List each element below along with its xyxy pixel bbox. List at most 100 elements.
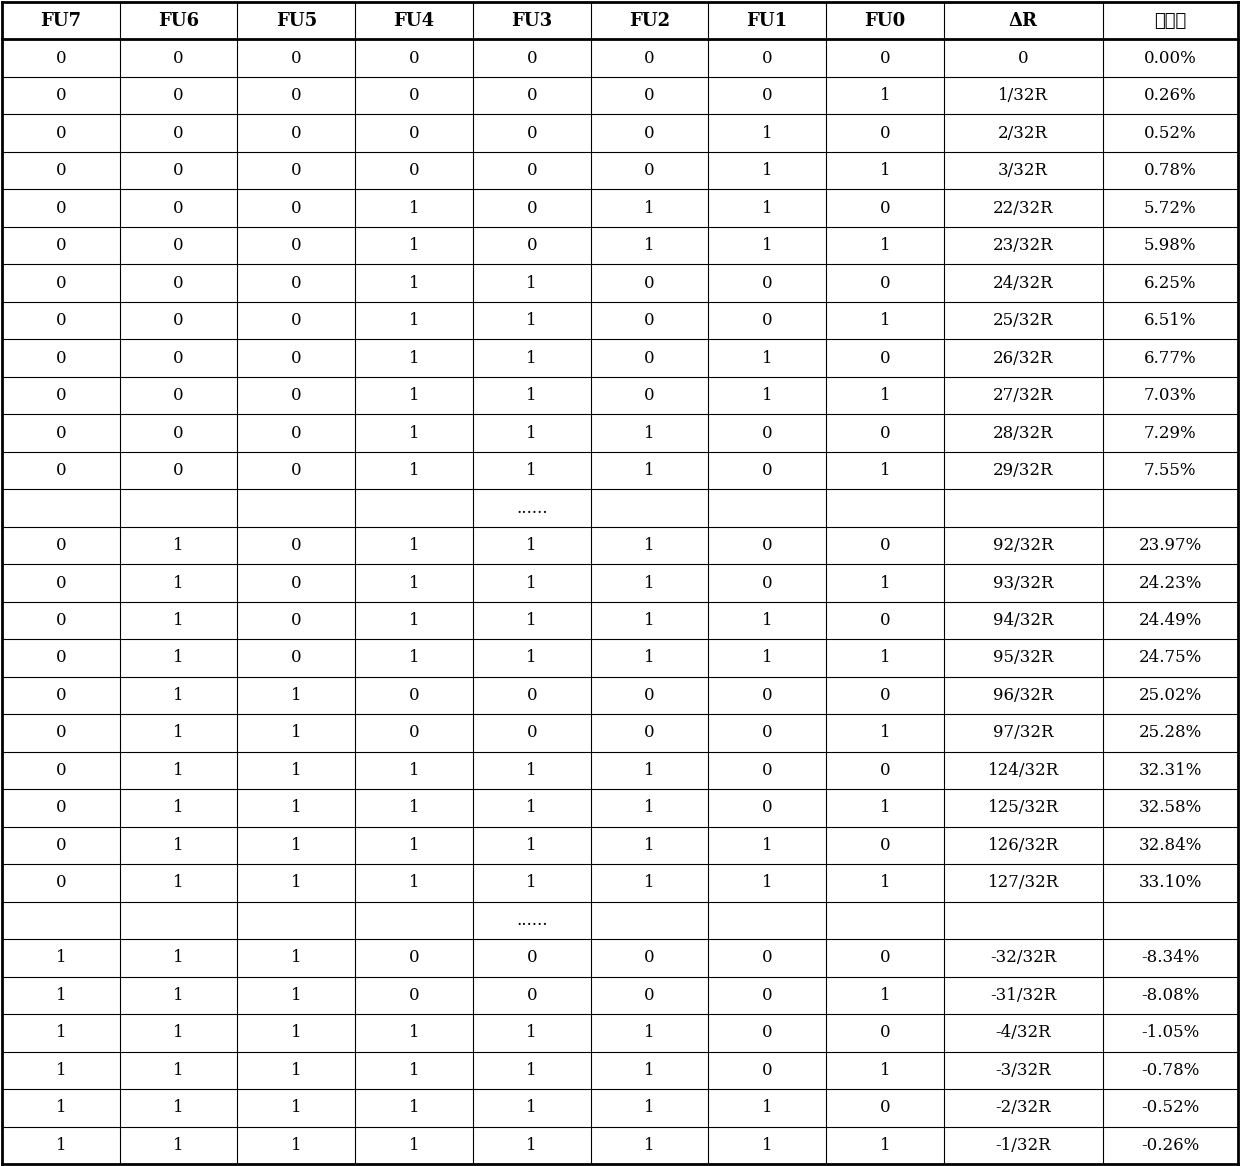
Text: 0: 0 [527, 986, 537, 1004]
Text: 1: 1 [644, 837, 655, 854]
Text: 0: 0 [527, 162, 537, 180]
Text: 0: 0 [761, 724, 773, 742]
Text: 1: 1 [174, 986, 184, 1004]
Text: 1: 1 [644, 1137, 655, 1154]
Text: 0: 0 [527, 199, 537, 217]
Text: 24/32R: 24/32R [993, 275, 1054, 292]
Text: 0: 0 [291, 387, 301, 405]
Text: 6.25%: 6.25% [1145, 275, 1197, 292]
Text: 0: 0 [56, 387, 66, 405]
Text: 0: 0 [761, 538, 773, 554]
Text: 0: 0 [409, 50, 419, 66]
Text: FU6: FU6 [157, 12, 200, 30]
Text: 0: 0 [56, 761, 66, 779]
Text: 0: 0 [291, 50, 301, 66]
Text: 1: 1 [409, 874, 419, 891]
Text: FU1: FU1 [746, 12, 787, 30]
Text: 0: 0 [527, 125, 537, 142]
Text: 0.00%: 0.00% [1145, 50, 1197, 66]
Text: 0: 0 [174, 50, 184, 66]
Text: 3/32R: 3/32R [998, 162, 1048, 180]
Text: 6.77%: 6.77% [1145, 350, 1197, 366]
Text: 0: 0 [879, 687, 890, 704]
Text: 1: 1 [644, 424, 655, 442]
Text: 1: 1 [174, 649, 184, 667]
Text: 126/32R: 126/32R [987, 837, 1059, 854]
Text: 1: 1 [56, 1062, 66, 1079]
Text: FU5: FU5 [275, 12, 317, 30]
Text: 1: 1 [761, 1137, 773, 1154]
Text: 1: 1 [879, 800, 890, 816]
Text: 1: 1 [761, 1100, 773, 1116]
Text: 0: 0 [761, 50, 773, 66]
Text: ......: ...... [516, 499, 548, 517]
Text: 0: 0 [174, 237, 184, 254]
Text: 1: 1 [409, 387, 419, 405]
Text: FU7: FU7 [40, 12, 82, 30]
Text: 5.98%: 5.98% [1145, 237, 1197, 254]
Text: 1: 1 [527, 462, 537, 479]
Text: 1: 1 [56, 949, 66, 967]
Text: 1: 1 [527, 874, 537, 891]
Text: 0: 0 [409, 986, 419, 1004]
Text: 0: 0 [761, 986, 773, 1004]
Text: 0: 0 [879, 350, 890, 366]
Text: 32.58%: 32.58% [1138, 800, 1202, 816]
Text: 32.84%: 32.84% [1138, 837, 1202, 854]
Text: 0: 0 [409, 687, 419, 704]
Text: 1: 1 [56, 986, 66, 1004]
Text: 1: 1 [879, 986, 890, 1004]
Text: 0: 0 [174, 162, 184, 180]
Text: 1: 1 [174, 800, 184, 816]
Text: 7.03%: 7.03% [1145, 387, 1197, 405]
Text: -2/32R: -2/32R [996, 1100, 1052, 1116]
Text: 0: 0 [761, 275, 773, 292]
Text: 1: 1 [409, 462, 419, 479]
Text: 0: 0 [56, 462, 66, 479]
Text: 0: 0 [879, 1100, 890, 1116]
Text: 0: 0 [56, 275, 66, 292]
Text: 1: 1 [879, 575, 890, 591]
Text: 1: 1 [409, 312, 419, 329]
Text: 1: 1 [174, 1100, 184, 1116]
Text: 1: 1 [761, 612, 773, 628]
Text: 1: 1 [174, 761, 184, 779]
Text: 23/32R: 23/32R [993, 237, 1054, 254]
Text: 1: 1 [644, 199, 655, 217]
Text: 1: 1 [291, 837, 301, 854]
Text: 7.29%: 7.29% [1145, 424, 1197, 442]
Text: 1: 1 [879, 462, 890, 479]
Text: 0: 0 [527, 724, 537, 742]
Text: 5.72%: 5.72% [1145, 199, 1197, 217]
Text: 1: 1 [409, 237, 419, 254]
Text: 1: 1 [527, 1137, 537, 1154]
Text: 1: 1 [761, 162, 773, 180]
Text: 96/32R: 96/32R [993, 687, 1053, 704]
Text: 0: 0 [644, 350, 655, 366]
Text: 0: 0 [879, 1024, 890, 1041]
Text: 1: 1 [409, 575, 419, 591]
Text: 1: 1 [527, 1100, 537, 1116]
Text: 0: 0 [527, 50, 537, 66]
Text: 1: 1 [409, 649, 419, 667]
Text: FU2: FU2 [629, 12, 670, 30]
Text: 1: 1 [644, 1062, 655, 1079]
Text: 0: 0 [644, 724, 655, 742]
Text: 93/32R: 93/32R [993, 575, 1054, 591]
Text: 33.10%: 33.10% [1138, 874, 1202, 891]
Text: 0: 0 [174, 462, 184, 479]
Text: 1: 1 [56, 1024, 66, 1041]
Text: 0: 0 [56, 538, 66, 554]
Text: 0: 0 [644, 986, 655, 1004]
Text: 1: 1 [527, 800, 537, 816]
Text: 1: 1 [409, 612, 419, 628]
Text: 0: 0 [879, 275, 890, 292]
Text: 1: 1 [644, 1100, 655, 1116]
Text: 6.51%: 6.51% [1145, 312, 1197, 329]
Text: 1: 1 [56, 1137, 66, 1154]
Text: 0: 0 [1018, 50, 1028, 66]
Text: -4/32R: -4/32R [996, 1024, 1052, 1041]
Text: FU0: FU0 [864, 12, 905, 30]
Text: 32.31%: 32.31% [1138, 761, 1202, 779]
Text: 1: 1 [174, 612, 184, 628]
